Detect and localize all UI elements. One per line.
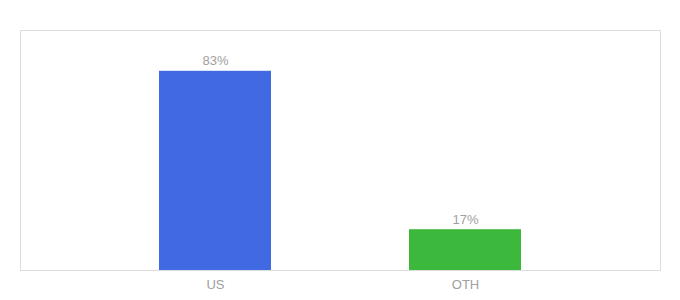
svg-text:83%: 83% bbox=[202, 53, 228, 68]
svg-text:OTH: OTH bbox=[452, 277, 479, 292]
svg-text:17%: 17% bbox=[452, 212, 478, 227]
svg-text:US: US bbox=[206, 277, 224, 292]
